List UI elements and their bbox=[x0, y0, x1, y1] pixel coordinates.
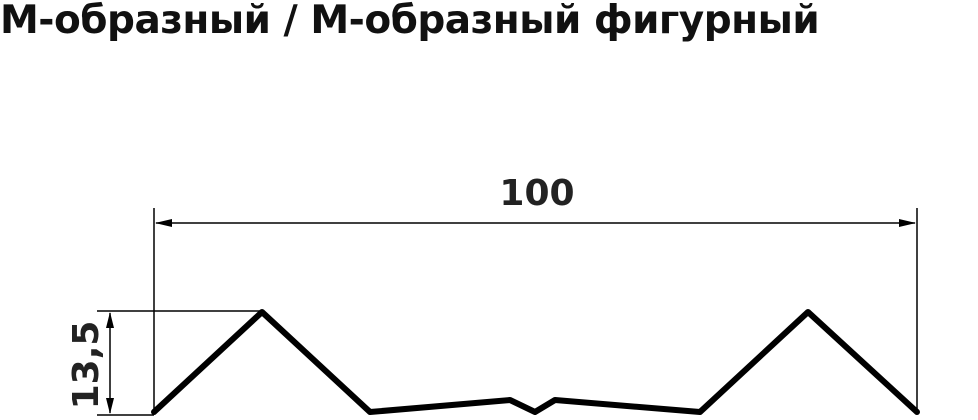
profile-outline bbox=[151, 309, 920, 415]
height-label: 13,5 bbox=[66, 321, 107, 410]
height-arrow-top bbox=[106, 312, 114, 328]
diagram-title: М-образный / М-образный фигурный bbox=[0, 0, 820, 43]
width-label: 100 bbox=[499, 173, 574, 214]
width-arrow-left bbox=[155, 219, 172, 227]
height-arrow-bottom bbox=[106, 398, 114, 414]
width-arrow-right bbox=[899, 219, 916, 227]
